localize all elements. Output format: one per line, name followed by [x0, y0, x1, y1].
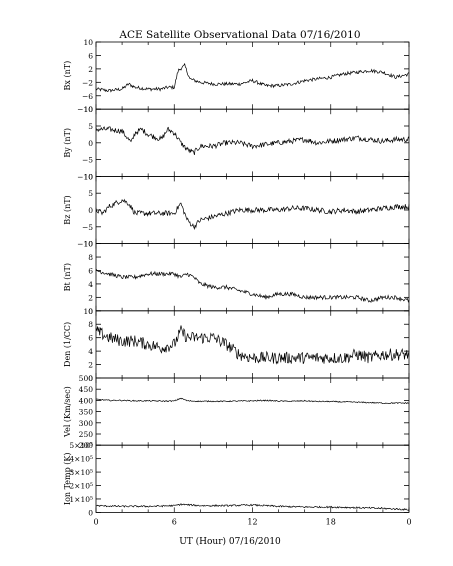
panel-frame — [95, 108, 410, 177]
series-line — [95, 503, 410, 511]
y-tick-label: 10 — [83, 105, 93, 114]
y-tick-label: 2×10⁵ — [69, 482, 93, 491]
panel-6: 500 450 400 350 300 250 200 Vel (Km/sec) — [63, 374, 410, 450]
y-tick-label: 5 — [88, 189, 93, 198]
panel-2: 10 5 0 −5 −10 By (nT) — [63, 105, 410, 181]
y-tick-label: 0 — [88, 307, 93, 316]
y-tick-label: 200 — [79, 441, 94, 450]
y-axis-label: By (nT) — [63, 128, 72, 158]
x-tick-label: 6 — [172, 517, 177, 526]
y-axis-label: Bt (nT) — [63, 263, 72, 291]
x-tick-labels: 0 6 12 18 0 — [93, 517, 411, 526]
y-tick-label: 450 — [79, 385, 94, 394]
y-tick-label: 10 — [83, 307, 93, 316]
y-tick-label: 250 — [79, 430, 94, 439]
panel-4: 10 8 6 4 2 0 Bt (nT) — [63, 240, 410, 316]
series-line — [95, 62, 410, 93]
y-tick-label: 0 — [88, 206, 93, 215]
panel-1: 10 6 2 −2 −6 −10 Bx (nT) — [63, 38, 410, 114]
series-line — [95, 198, 410, 231]
x-axis-label: UT (Hour) 07/16/2010 — [179, 536, 281, 547]
y-axis-label: Vel (Km/sec) — [63, 386, 72, 438]
y-tick-label: −6 — [82, 92, 93, 101]
y-tick-label: 0 — [88, 508, 93, 517]
y-tick-label: 400 — [79, 396, 94, 405]
series-line — [95, 268, 410, 303]
y-tick-label: 0 — [88, 374, 93, 383]
y-tick-label: 10 — [83, 240, 93, 249]
y-tick-label: 0 — [88, 139, 93, 148]
y-tick-label: 10 — [83, 38, 93, 47]
panel-7: 5×10⁵ 4×10⁵ 3×10⁵ 2×10⁵ 1×10⁵ 0 Ion Temp (K) — [63, 441, 410, 517]
panel-frame — [95, 444, 410, 513]
x-tick-label: 12 — [247, 517, 257, 526]
panel-5: 10 8 6 4 2 0 Den (1/CC) — [63, 307, 410, 383]
y-axis-label: Bx (nT) — [63, 61, 72, 91]
x-tick-label: 18 — [326, 517, 336, 526]
y-tick-label: −10 — [77, 240, 93, 249]
x-tick-label: 0 — [406, 517, 411, 526]
y-tick-label: 1×10⁵ — [69, 495, 93, 504]
y-tick-label: 2 — [88, 65, 93, 74]
panel-frame — [95, 243, 410, 312]
series-line — [95, 126, 410, 155]
panels-group: 10 6 2 −2 −6 −10 Bx (nT) 10 5 0 −5 −10 By (nT) 10 5 0 −5… — [63, 38, 410, 517]
y-tick-label: 350 — [79, 408, 94, 417]
y-tick-label: 3×10⁵ — [69, 468, 93, 477]
y-tick-label: −10 — [77, 105, 93, 114]
y-tick-label: −5 — [82, 223, 93, 232]
y-tick-label: 4 — [88, 280, 93, 289]
y-tick-label: −10 — [77, 172, 93, 181]
panel-frame — [95, 310, 410, 379]
chart-title: ACE Satellite Observational Data 07/16/2… — [118, 29, 360, 41]
y-axis-label: Ion Temp (K) — [63, 453, 72, 506]
y-axis-label: Bz (nT) — [63, 195, 72, 224]
y-axis-label: Den (1/CC) — [63, 322, 72, 367]
panel-frame — [95, 41, 410, 110]
y-tick-label: 6 — [88, 334, 93, 343]
y-tick-label: 6 — [88, 51, 93, 60]
y-tick-label: 8 — [88, 320, 93, 329]
y-tick-label: 4 — [88, 347, 93, 356]
y-tick-label: 500 — [79, 374, 94, 383]
y-tick-label: 5×10⁵ — [69, 441, 93, 450]
y-tick-label: −2 — [82, 78, 93, 87]
y-tick-label: 4×10⁵ — [69, 455, 93, 464]
panel-3: 10 5 0 −5 −10 Bz (nT) — [63, 172, 410, 249]
y-tick-label: 2 — [88, 293, 93, 302]
y-tick-label: 300 — [79, 419, 94, 428]
y-tick-label: −5 — [82, 156, 93, 165]
y-tick-label: 6 — [88, 266, 93, 275]
x-tick-label: 0 — [93, 517, 98, 526]
y-tick-label: 5 — [88, 122, 93, 131]
series-line — [95, 397, 410, 405]
panel-frame — [95, 377, 410, 446]
y-tick-label: 10 — [83, 172, 93, 181]
y-tick-label: 2 — [88, 361, 93, 370]
panel-frame — [95, 175, 410, 244]
series-line — [95, 325, 410, 365]
y-tick-label: 8 — [88, 253, 93, 262]
